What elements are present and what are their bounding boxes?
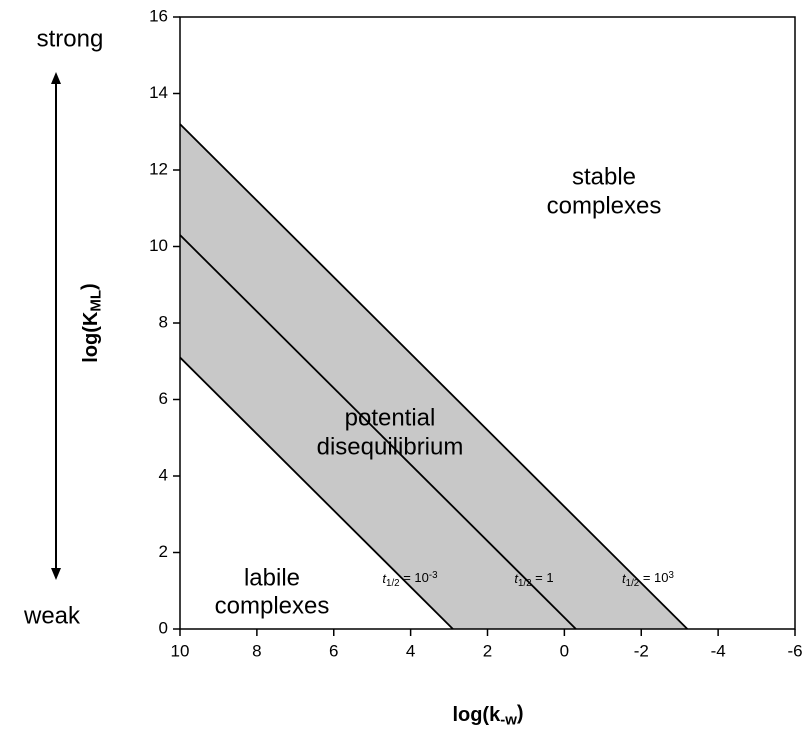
trend-line: [179, 123, 689, 630]
y-tick-label: 12: [149, 159, 168, 178]
region-label: disequilibrium: [317, 433, 464, 460]
strong-label: strong: [37, 25, 104, 52]
label-part: 3: [669, 570, 674, 581]
trend-line: [179, 234, 577, 630]
region-label: stable: [572, 163, 636, 190]
label-part: = 1: [532, 570, 554, 585]
x-tick-label: 0: [560, 641, 569, 660]
line-label: t1/2 = 10-3: [382, 570, 437, 589]
y-tick-label: 10: [149, 236, 168, 255]
y-tick-label: 6: [159, 389, 168, 408]
label-part: 1/2: [518, 578, 532, 589]
x-tick-label: -2: [634, 641, 649, 660]
label-part: -w: [500, 711, 517, 728]
y-tick-label: 14: [149, 83, 168, 102]
x-tick-label: 10: [171, 641, 190, 660]
label-part: t: [382, 571, 387, 586]
x-tick-label: 4: [406, 641, 415, 660]
y-tick-label: 0: [159, 618, 168, 637]
y-axis-title: log(KML): [79, 283, 105, 362]
region-label: labile: [244, 564, 300, 591]
region-label: complexes: [215, 592, 330, 619]
line-label: t1/2 = 1: [514, 570, 553, 588]
y-tick-label: 4: [159, 465, 168, 484]
region-label: complexes: [547, 192, 662, 219]
label-part: 1/2: [626, 578, 640, 589]
label-part: log(K: [80, 311, 102, 363]
y-tick-label: 8: [159, 312, 168, 331]
line-label: t1/2 = 103: [622, 570, 674, 589]
label-part: -3: [429, 570, 438, 581]
weak-label: weak: [23, 602, 81, 629]
x-tick-label: -4: [711, 641, 726, 660]
label-part: = 10: [639, 570, 668, 585]
x-axis-title: log(k-w): [452, 703, 523, 729]
label-part: = 10: [400, 570, 429, 585]
label-part: log(k: [452, 704, 501, 726]
x-tick-label: 2: [483, 641, 492, 660]
label-part: ): [79, 283, 101, 290]
trend-line: [179, 356, 454, 630]
label-part: 1/2: [386, 578, 400, 589]
label-part: ): [517, 703, 524, 725]
label-part: t: [514, 571, 519, 586]
y-tick-label: 16: [149, 6, 168, 25]
label-part: t: [622, 571, 627, 586]
region-label: potential: [345, 404, 436, 431]
x-tick-label: 8: [252, 641, 261, 660]
x-tick-label: -6: [787, 641, 802, 660]
label-part: ML: [87, 290, 104, 312]
x-tick-label: 6: [329, 641, 338, 660]
y-tick-label: 2: [159, 542, 168, 561]
